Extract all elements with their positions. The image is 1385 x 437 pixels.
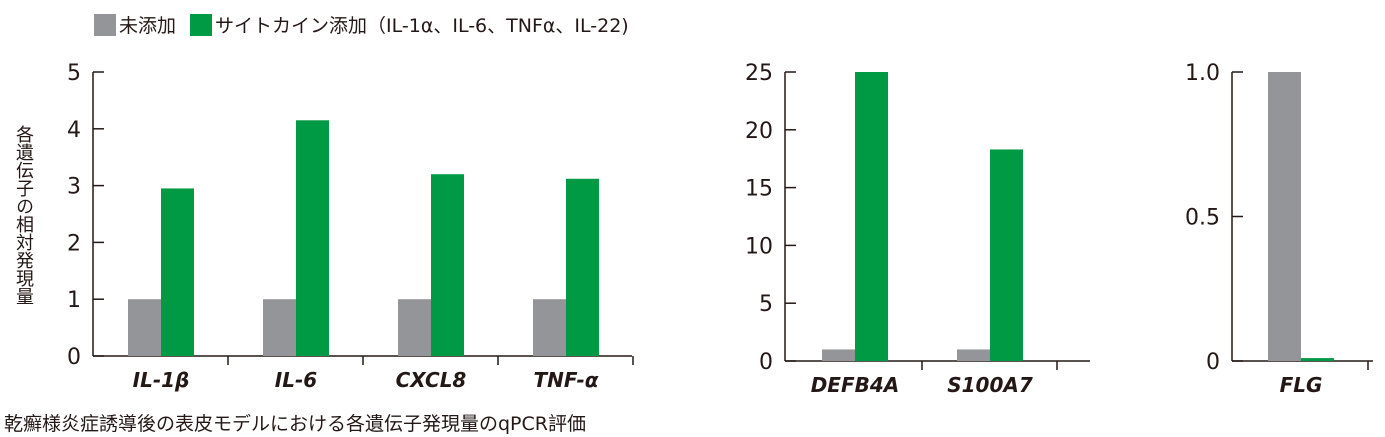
bar-cytokine xyxy=(855,72,888,361)
y-tick-label: 20 xyxy=(745,119,773,144)
x-category-label: FLG xyxy=(1280,373,1323,397)
bar-cytokine xyxy=(431,174,464,356)
x-category-label: IL-6 xyxy=(275,368,317,392)
bar-cytokine xyxy=(296,120,329,356)
bar-cytokine xyxy=(1301,358,1334,361)
y-tick-label: 5 xyxy=(759,292,773,317)
y-tick-label: 3 xyxy=(67,175,81,200)
y-tick-label: 5 xyxy=(67,61,81,86)
legend-item-cytokine: サイトカイン添加（IL-1α、IL-6、TNFα、IL-22) xyxy=(190,11,629,38)
legend-label-cytokine: サイトカイン添加（IL-1α、IL-6、TNFα、IL-22) xyxy=(215,15,629,37)
y-tick-label: 15 xyxy=(745,177,773,202)
y-tick-label: 2 xyxy=(67,231,81,256)
bar-control xyxy=(957,349,990,361)
legend-label-control: 未添加 xyxy=(119,15,177,37)
legend-item-control: 未添加 xyxy=(94,11,176,38)
y-tick-label: 1 xyxy=(67,288,81,313)
bar-control xyxy=(533,299,566,356)
bar-control xyxy=(128,299,161,356)
y-tick-label: 1.0 xyxy=(1185,61,1220,86)
bar-control xyxy=(398,299,431,356)
y-tick-label: 25 xyxy=(745,61,773,86)
x-category-label: CXCL8 xyxy=(396,368,467,392)
x-category-label: TNF-α xyxy=(533,368,598,392)
x-category-label: S100A7 xyxy=(947,373,1033,397)
y-tick-label: 0 xyxy=(67,345,81,370)
y-tick-label: 0.5 xyxy=(1185,206,1220,231)
y-tick-label: 4 xyxy=(67,118,81,143)
y-axis-label: 各遺伝子の相対発現量 xyxy=(13,125,34,305)
x-category-label: DEFB4A xyxy=(811,373,900,397)
bar-cytokine xyxy=(161,188,194,356)
y-tick-label: 0 xyxy=(1206,350,1220,375)
x-category-label: IL-1β xyxy=(133,368,190,392)
bar-cytokine xyxy=(990,149,1023,361)
legend-swatch-cytokine xyxy=(190,13,213,36)
bar-cytokine xyxy=(566,178,599,356)
bar-control xyxy=(1268,72,1301,361)
y-tick-label: 10 xyxy=(745,234,773,259)
legend-swatch-control xyxy=(94,13,116,36)
figure-caption: 乾癬様炎症誘導後の表皮モデルにおける各遺伝子発現量のqPCR評価 xyxy=(4,413,586,435)
legend: 未添加 サイトカイン添加（IL-1α、IL-6、TNFα、IL-22) xyxy=(94,11,643,38)
bar-control xyxy=(263,299,296,356)
y-tick-label: 0 xyxy=(759,350,773,375)
bar-control xyxy=(822,349,855,361)
